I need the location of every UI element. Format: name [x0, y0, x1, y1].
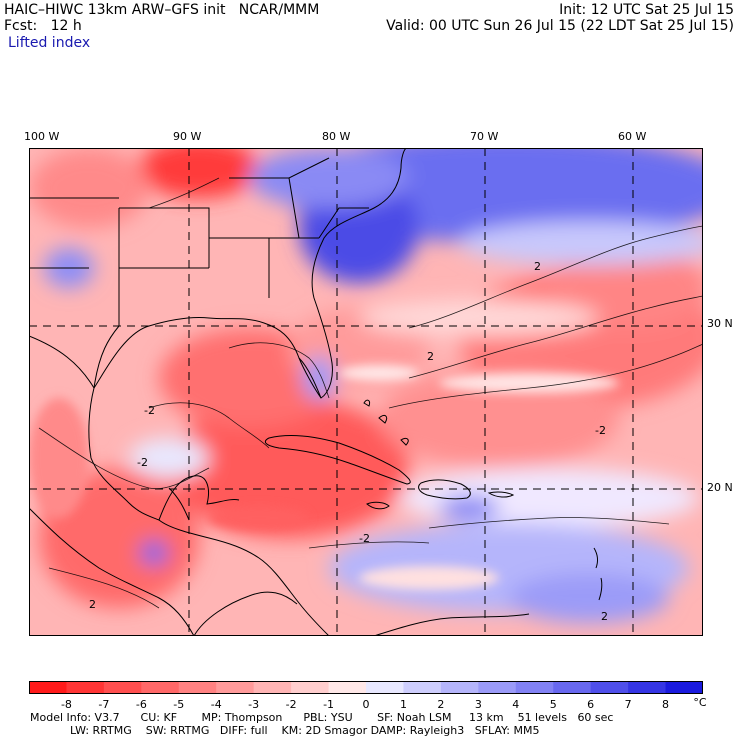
colorbar-swatch — [178, 681, 217, 694]
colorbar-tick-label: -7 — [98, 698, 110, 711]
colorbar-tick-label: 6 — [587, 698, 595, 711]
graticule — [29, 148, 703, 636]
lon-label-60w: 60 W — [618, 130, 647, 143]
lon-label-70w: 70 W — [470, 130, 499, 143]
colorbar-swatch — [628, 681, 667, 694]
colorbar-tick-label: 5 — [549, 698, 557, 711]
lat-label-30n: 30 N — [707, 317, 733, 330]
colorbar-tick-label: 7 — [624, 698, 632, 711]
colorbar-tick-label: 1 — [399, 698, 407, 711]
colorbar-swatch — [366, 681, 404, 694]
colorbar-swatch — [328, 681, 367, 694]
field-name: Lifted index — [8, 35, 91, 51]
colorbar-tick-label: 3 — [474, 698, 482, 711]
colorbar-tick-label: -1 — [323, 698, 335, 711]
colorbar-swatch — [553, 681, 592, 694]
colorbar-swatch — [66, 681, 105, 694]
valid-time: Valid: 00 UTC Sun 26 Jul 15 (22 LDT Sat … — [386, 18, 734, 34]
contour-lines — [38, 177, 703, 609]
colorbar-swatch — [291, 681, 330, 694]
colorbar-swatch — [216, 681, 255, 694]
model-title: HAIC–HIWC 13km ARW–GFS init NCAR/MMM — [4, 2, 320, 18]
coastlines — [29, 148, 603, 636]
colorbar-tick-label: -2 — [285, 698, 297, 711]
model-info-line1: Model Info: V3.7 CU: KF MP: Thompson PBL… — [30, 711, 614, 724]
lon-label-90w: 90 W — [173, 130, 202, 143]
colorbar-tick-label: 8 — [662, 698, 670, 711]
forecast-hour: Fcst: 12 h — [4, 18, 82, 34]
colorbar-tick-label: 0 — [362, 698, 370, 711]
contour-label: 2 — [89, 598, 96, 611]
lat-label-20n: 20 N — [707, 481, 733, 494]
colorbar-swatch — [515, 681, 554, 694]
contour-label: 2 — [601, 610, 608, 623]
colorbar-swatch — [29, 681, 67, 694]
colorbar-tick-label: -3 — [248, 698, 260, 711]
contour-label: -2 — [595, 424, 606, 437]
colorbar-swatch — [103, 681, 142, 694]
contour-label: 2 — [427, 350, 434, 363]
colorbar — [29, 681, 703, 694]
colorbar-tick-label: 2 — [437, 698, 445, 711]
colorbar-tick-label: -4 — [210, 698, 222, 711]
init-time: Init: 12 UTC Sat 25 Jul 15 — [559, 2, 734, 18]
lifted-index-map: 2 2 -2 -2 -2 -2 2 2 — [29, 148, 703, 636]
map-frame — [29, 148, 703, 636]
lon-label-100w: 100 W — [24, 130, 60, 143]
contour-label: -2 — [359, 532, 370, 545]
contour-label: 2 — [534, 260, 541, 273]
lon-label-80w: 80 W — [322, 130, 351, 143]
contour-label: -2 — [137, 456, 148, 469]
contour-label: -2 — [144, 404, 155, 417]
colorbar-swatch — [253, 681, 292, 694]
colorbar-tick-label: -5 — [173, 698, 185, 711]
colorbar-tick-label: -8 — [60, 698, 72, 711]
colorbar-unit: °C — [693, 696, 707, 709]
colorbar-tick-label: -6 — [135, 698, 147, 711]
colorbar-swatch — [478, 681, 517, 694]
colorbar-frame — [29, 681, 703, 694]
model-info-line2: LW: RRTMG SW: RRTMG DIFF: full KM: 2D Sm… — [70, 724, 540, 737]
colorbar-swatch — [403, 681, 442, 694]
colorbar-swatch — [665, 681, 703, 694]
colorbar-swatch — [590, 681, 629, 694]
colorbar-swatch — [440, 681, 479, 694]
colorbar-tick-label: 4 — [512, 698, 520, 711]
colorbar-swatch — [141, 681, 180, 694]
field-detail — [29, 365, 619, 590]
